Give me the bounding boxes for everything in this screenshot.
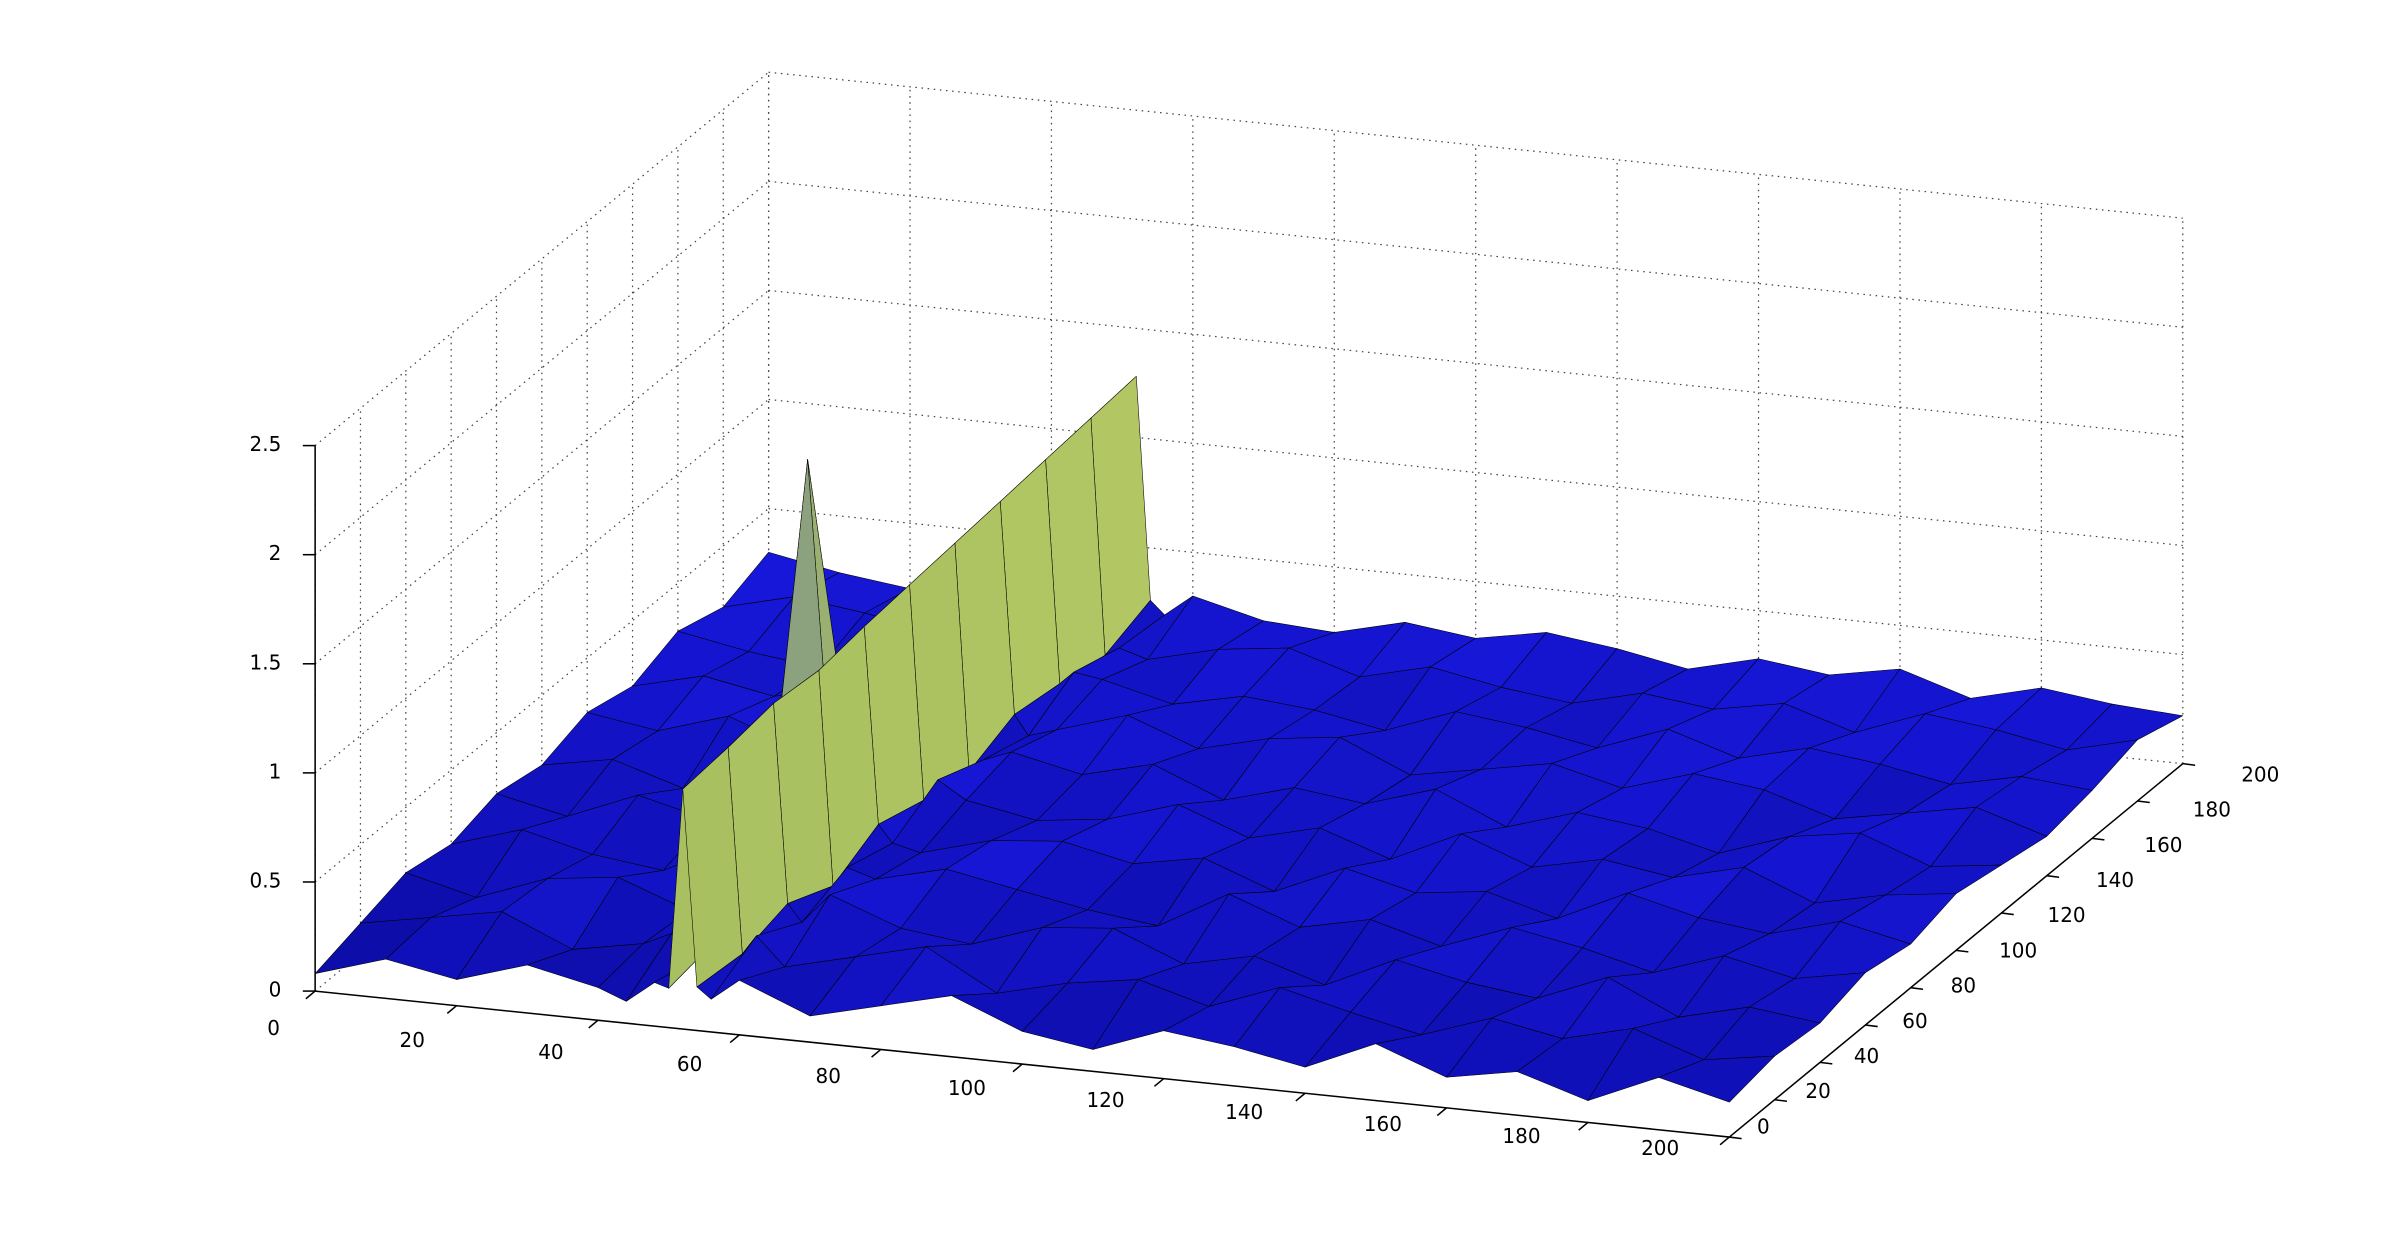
- x-tick: [1436, 1107, 1447, 1117]
- x-tick-label: 40: [538, 1040, 563, 1064]
- y-tick-label: 0: [1757, 1114, 1770, 1138]
- x-tick-label: 180: [1502, 1124, 1540, 1148]
- x-tick: [588, 1019, 599, 1029]
- x-tick-label: 160: [1364, 1112, 1402, 1136]
- x-tick-label: 80: [816, 1064, 841, 1088]
- surface: [314, 376, 2184, 1103]
- x-tick: [305, 990, 316, 1000]
- x-tick-label: 0: [267, 1016, 280, 1040]
- x-tick: [1719, 1136, 1730, 1146]
- z-tick-label: 0.5: [250, 868, 282, 892]
- y-tick: [2046, 874, 2060, 878]
- x-tick-label: 100: [948, 1076, 986, 1100]
- y-tick: [2137, 800, 2150, 804]
- y-tick-label: 120: [2048, 903, 2086, 927]
- y-tick-label: 180: [2193, 798, 2231, 822]
- y-tick-label: 80: [1951, 974, 1976, 998]
- y-tick: [2182, 762, 2196, 766]
- y-tick-label: 140: [2096, 868, 2134, 892]
- x-tick: [729, 1034, 740, 1044]
- x-tick: [1012, 1063, 1023, 1073]
- y-tick-label: 160: [2144, 833, 2182, 857]
- y-tick: [1774, 1098, 1788, 1103]
- z-tick-label: 2: [269, 541, 282, 565]
- x-tick: [1153, 1078, 1165, 1087]
- y-tick-label: 20: [1805, 1079, 1830, 1103]
- x-tick: [1295, 1092, 1306, 1102]
- x-tick: [446, 1005, 458, 1014]
- z-tick-label: 1.5: [250, 650, 282, 674]
- x-tick-label: 20: [400, 1028, 425, 1052]
- y-tick-label: 60: [1902, 1009, 1927, 1033]
- axes: 0 20 40 60 80 100 120 140 160 180 2000204060801001…: [250, 432, 2280, 1160]
- x-tick-label: 200: [1641, 1136, 1679, 1160]
- y-tick: [1729, 1136, 1742, 1140]
- y-tick-label: 40: [1854, 1044, 1879, 1068]
- surface-patch: [1658, 1055, 1775, 1103]
- y-tick-label: 100: [1999, 938, 2037, 962]
- y-tick: [1910, 986, 1924, 990]
- x-tick: [1578, 1121, 1589, 1131]
- y-tick: [1865, 1024, 1878, 1028]
- x-tick-label: 120: [1086, 1088, 1124, 1112]
- z-tick-label: 0: [269, 978, 282, 1002]
- y-tick: [1819, 1061, 1833, 1065]
- x-tick: [871, 1048, 882, 1058]
- y-tick-label: 200: [2241, 762, 2279, 786]
- z-tick-label: 1: [269, 759, 282, 783]
- x-tick-label: 60: [677, 1052, 702, 1076]
- y-tick: [2001, 912, 2014, 916]
- y-tick: [2092, 837, 2105, 841]
- x-tick-label: 140: [1225, 1100, 1263, 1124]
- y-tick: [1955, 949, 1969, 953]
- z-tick-label: 2.5: [250, 432, 282, 456]
